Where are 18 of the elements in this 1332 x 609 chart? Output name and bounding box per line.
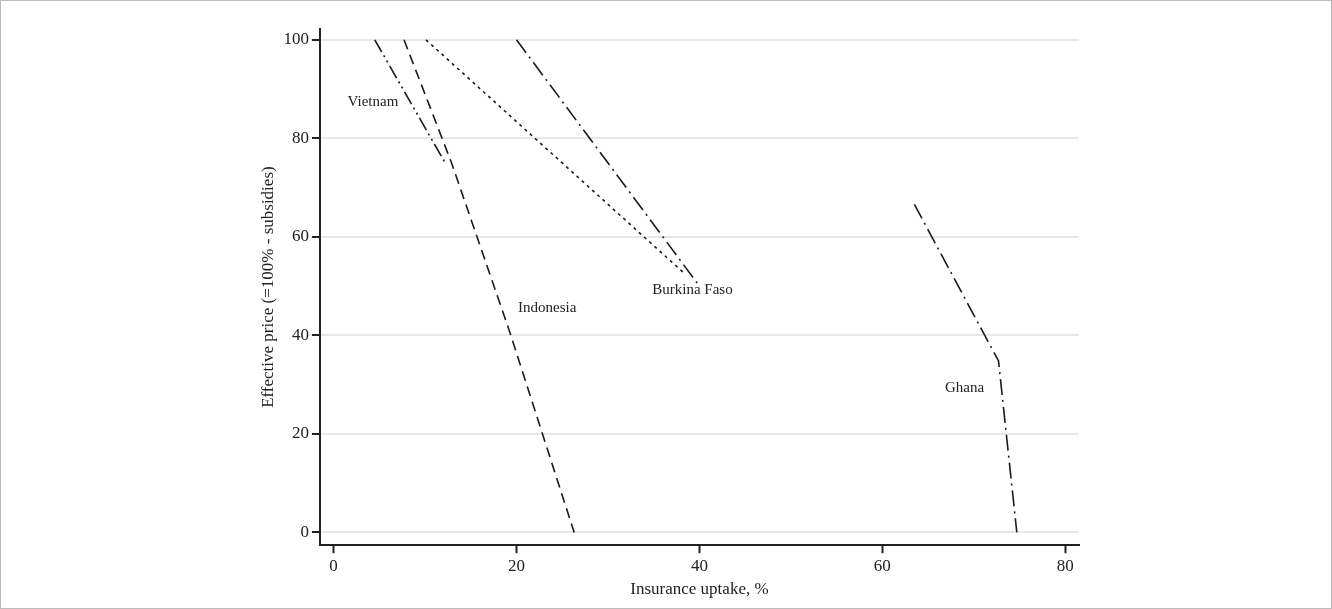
y-tick-label: 100	[283, 29, 309, 49]
y-tick-label: 20	[291, 423, 309, 443]
x-tick-label: 40	[690, 555, 708, 575]
x-tick-label: 80	[1056, 555, 1074, 575]
y-axis-title: Effective price (=100% - subsidies)	[257, 166, 277, 408]
y-tick-label: 80	[291, 127, 309, 147]
x-tick-label: 20	[508, 555, 526, 575]
line-series	[403, 39, 575, 534]
series-label: Burkina Faso	[652, 281, 733, 298]
series-label: Indonesia	[518, 299, 577, 316]
y-tick-label: 0	[300, 521, 309, 541]
series-label: Vietnam	[347, 93, 399, 110]
x-tick-label: 60	[873, 555, 891, 575]
x-axis-title: Insurance uptake, %	[630, 579, 769, 599]
y-tick-label: 40	[291, 324, 309, 344]
series-label: Ghana	[944, 378, 985, 395]
x-tick-label: 0	[329, 555, 338, 575]
y-tick-label: 60	[291, 226, 309, 246]
